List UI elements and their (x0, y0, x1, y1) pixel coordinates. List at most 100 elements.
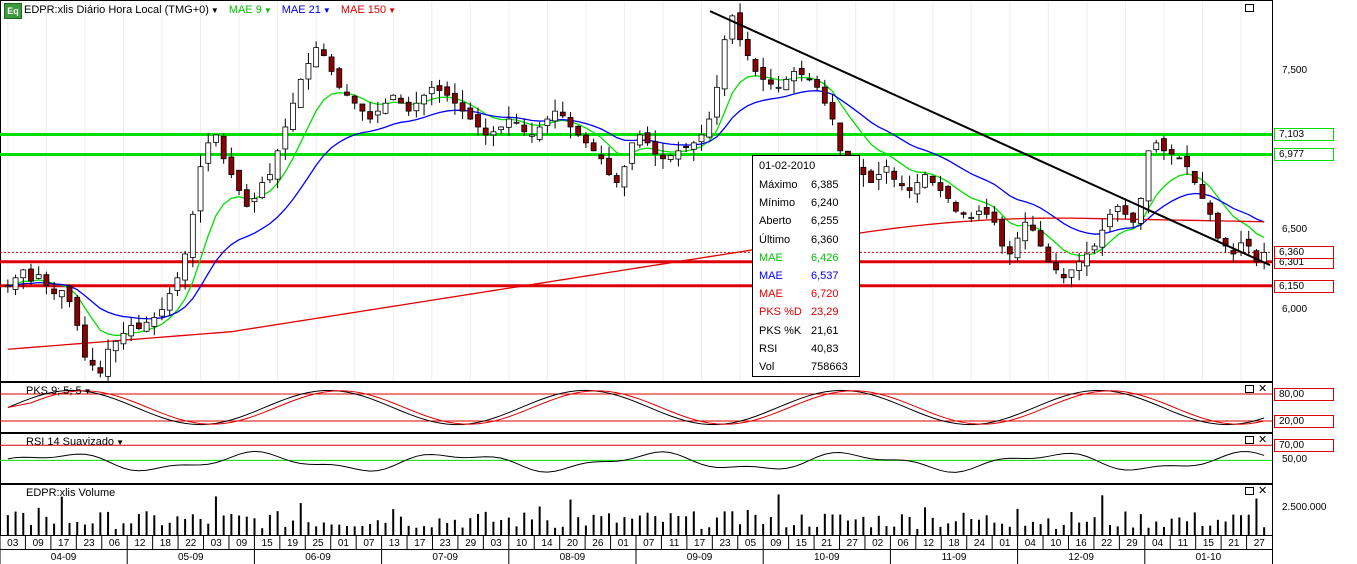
volume-panel-buttons: ✕ (1245, 485, 1268, 497)
candle-body (82, 324, 88, 358)
candle-body (1022, 221, 1029, 242)
maximize-icon[interactable] (1245, 385, 1254, 393)
info-row: Mínimo 6,240 (759, 197, 859, 213)
pks-panel-label[interactable]: PKS 9; 5; 5 ▼ (26, 385, 92, 397)
candle-body (706, 118, 713, 138)
candle-body (128, 325, 135, 337)
x-day-label: 07 (363, 538, 375, 549)
volume-bar (924, 507, 927, 535)
candle-body (236, 169, 242, 191)
indicator-level-tag: 50,00 (1282, 454, 1308, 466)
volume-bar (1216, 519, 1219, 535)
info-label: PKS %K (759, 324, 802, 337)
x-month-label: 12-09 (1068, 552, 1094, 563)
close-icon[interactable]: ✕ (1258, 485, 1268, 497)
y-tick-label: 6,500 (1282, 224, 1308, 236)
candle-body (829, 101, 836, 120)
candle-body (945, 185, 952, 199)
info-label: PKS %D (759, 306, 802, 319)
x-day-label: 27 (847, 538, 859, 549)
x-day-label: 26 (592, 538, 604, 549)
info-label: MAE (759, 288, 783, 301)
volume-bar (37, 507, 40, 535)
candle-body (636, 134, 643, 146)
maximize-icon[interactable] (1245, 487, 1254, 495)
volume-bar (1147, 527, 1150, 535)
volume-panel-frame (0, 484, 1273, 536)
candle-body (305, 63, 312, 80)
candle-body (1168, 149, 1175, 155)
x-day-label: 15 (796, 538, 808, 549)
candle-body (752, 59, 759, 72)
volume-bar (793, 525, 795, 535)
candle-body (20, 269, 27, 279)
indicator-mae9[interactable]: MAE 9 ▼ (228, 4, 272, 16)
x-day-label: 02 (872, 538, 884, 549)
x-day-label: 09 (770, 538, 782, 549)
candle-body (205, 142, 212, 164)
candle-body (35, 274, 42, 279)
x-day-label: 15 (262, 538, 274, 549)
candle-body (914, 182, 921, 195)
candle-body (297, 78, 304, 108)
candle-body (883, 166, 890, 173)
x-day-label: 01 (618, 538, 630, 549)
eq-logo-icon[interactable]: Eq (4, 3, 22, 19)
volume-bar (546, 520, 549, 535)
info-value: 758663 (811, 361, 848, 373)
candle-body (351, 95, 358, 104)
volume-bar (1024, 525, 1027, 535)
x-month-label: 05-09 (178, 552, 204, 563)
volume-bar (384, 522, 387, 535)
candle-body (976, 210, 982, 215)
volume-bar (238, 515, 241, 535)
info-row: Aberto 6,255 (759, 215, 859, 231)
candle-body (182, 253, 189, 281)
volume-bar (870, 527, 873, 535)
candle-body (1068, 269, 1075, 278)
candle-body (89, 359, 96, 366)
candle-body (174, 277, 181, 291)
info-label: Último (759, 233, 791, 246)
candle-body (744, 39, 751, 56)
info-box: 01-02-2010 Máximo 6,385 Mínimo 6,240 Aberto 6… (752, 155, 860, 377)
maximize-icon[interactable] (1245, 436, 1254, 444)
volume-bar (1232, 514, 1235, 535)
close-icon[interactable]: ✕ (1258, 434, 1268, 446)
candle-body (97, 367, 104, 374)
indicator-mae150[interactable]: MAE 150 ▼ (340, 4, 396, 16)
close-icon[interactable]: ✕ (1258, 383, 1268, 395)
x-month-label: 07-09 (432, 552, 458, 563)
candle-body (683, 145, 689, 149)
candle-body (814, 79, 821, 88)
pks-panel-frame (0, 382, 1273, 433)
candle-body (1091, 245, 1098, 251)
volume-bar (14, 511, 17, 535)
info-row: Último 6,360 (759, 234, 859, 250)
symbol-label[interactable]: EDPR:xlis Diário Hora Local (TMG+0) ▼ (24, 4, 219, 16)
volume-bar (893, 526, 896, 535)
volume-bar (1116, 526, 1119, 535)
volume-bar (762, 523, 765, 535)
x-day-label: 20 (567, 538, 579, 549)
maximize-icon[interactable] (1245, 4, 1254, 12)
volume-bar (222, 515, 225, 535)
volume-panel-label[interactable]: EDPR:xlis Volume (26, 487, 116, 499)
candle-body (482, 127, 489, 136)
rsi-panel-label[interactable]: RSI 14 Suavizado ▼ (26, 436, 124, 448)
x-month-label: 06-09 (305, 552, 331, 563)
volume-bar (823, 513, 826, 535)
info-label: Aberto (759, 215, 792, 228)
x-day-label: 04 (1025, 538, 1037, 549)
indicator-mae21[interactable]: MAE 21 ▼ (281, 4, 331, 16)
volume-bar (1240, 515, 1243, 535)
candle-body (382, 102, 389, 114)
info-value: 6,360 (811, 233, 839, 246)
indicator-level-tag: 70,00 (1274, 439, 1334, 453)
candle-body (999, 219, 1005, 247)
volume-bar (1078, 522, 1081, 535)
x-month-label: 09-09 (687, 552, 713, 563)
candle-body (290, 102, 296, 130)
x-day-label: 12 (923, 538, 935, 549)
